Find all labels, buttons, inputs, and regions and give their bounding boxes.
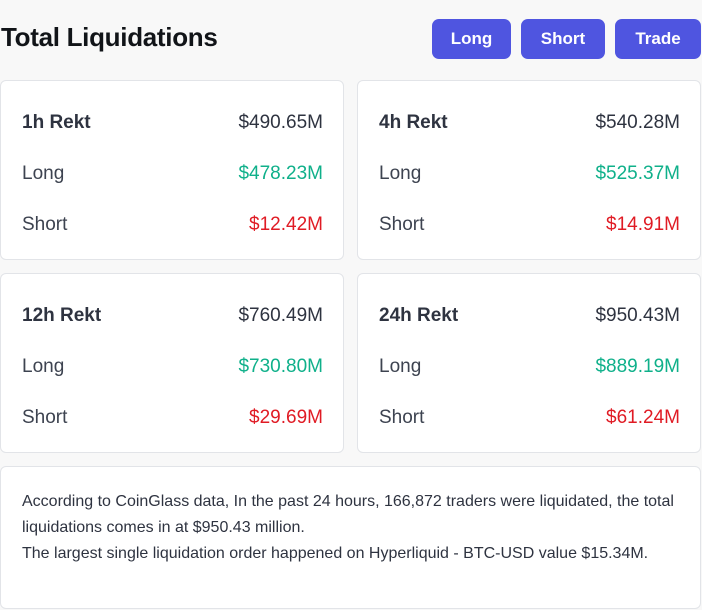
short-label: Short xyxy=(22,214,68,235)
long-value: $478.23M xyxy=(238,163,323,184)
liquidation-summary: According to CoinGlass data, In the past… xyxy=(0,466,701,609)
long-row: Long $525.37M xyxy=(379,160,680,188)
short-label: Short xyxy=(22,407,68,428)
period-label: 4h Rekt xyxy=(379,112,448,133)
long-value: $525.37M xyxy=(595,163,680,184)
short-label: Short xyxy=(379,214,425,235)
long-label: Long xyxy=(379,163,422,184)
long-row: Long $889.19M xyxy=(379,353,680,381)
summary-text-total: According to CoinGlass data, In the past… xyxy=(22,493,674,536)
total-value: $490.65M xyxy=(238,112,323,133)
long-row: Long $730.80M xyxy=(22,353,323,381)
period-label: 24h Rekt xyxy=(379,305,459,326)
liquidation-card-24h: 24h Rekt $950.43M Long $889.19M Short $6… xyxy=(357,273,701,453)
total-row: 12h Rekt $760.49M xyxy=(22,302,323,330)
short-row: Short $29.69M xyxy=(22,404,323,432)
long-button[interactable]: Long xyxy=(432,19,511,59)
long-value: $889.19M xyxy=(595,356,680,377)
short-value: $61.24M xyxy=(606,407,680,428)
total-value: $540.28M xyxy=(595,112,680,133)
long-row: Long $478.23M xyxy=(22,160,323,188)
short-value: $12.42M xyxy=(249,214,323,235)
total-value: $760.49M xyxy=(238,305,323,326)
short-label: Short xyxy=(379,407,425,428)
total-value: $950.43M xyxy=(595,305,680,326)
period-label: 12h Rekt xyxy=(22,305,102,326)
short-row: Short $61.24M xyxy=(379,404,680,432)
liquidation-card-12h: 12h Rekt $760.49M Long $730.80M Short $2… xyxy=(0,273,344,453)
short-row: Short $12.42M xyxy=(22,211,323,239)
total-row: 4h Rekt $540.28M xyxy=(379,109,680,137)
short-button[interactable]: Short xyxy=(521,19,605,59)
long-label: Long xyxy=(22,356,65,377)
liquidation-card-4h: 4h Rekt $540.28M Long $525.37M Short $14… xyxy=(357,80,701,260)
long-value: $730.80M xyxy=(238,356,323,377)
short-value: $14.91M xyxy=(606,214,680,235)
liquidation-card-1h: 1h Rekt $490.65M Long $478.23M Short $12… xyxy=(0,80,344,260)
long-label: Long xyxy=(22,163,65,184)
total-row: 1h Rekt $490.65M xyxy=(22,109,323,137)
header: Total Liquidations Long Short Trade xyxy=(0,0,702,80)
total-row: 24h Rekt $950.43M xyxy=(379,302,680,330)
short-value: $29.69M xyxy=(249,407,323,428)
page-title: Total Liquidations xyxy=(1,22,218,52)
trade-button[interactable]: Trade xyxy=(615,19,701,59)
summary-text-largest: The largest single liquidation order hap… xyxy=(22,545,649,562)
period-label: 1h Rekt xyxy=(22,112,91,133)
short-row: Short $14.91M xyxy=(379,211,680,239)
long-label: Long xyxy=(379,356,422,377)
